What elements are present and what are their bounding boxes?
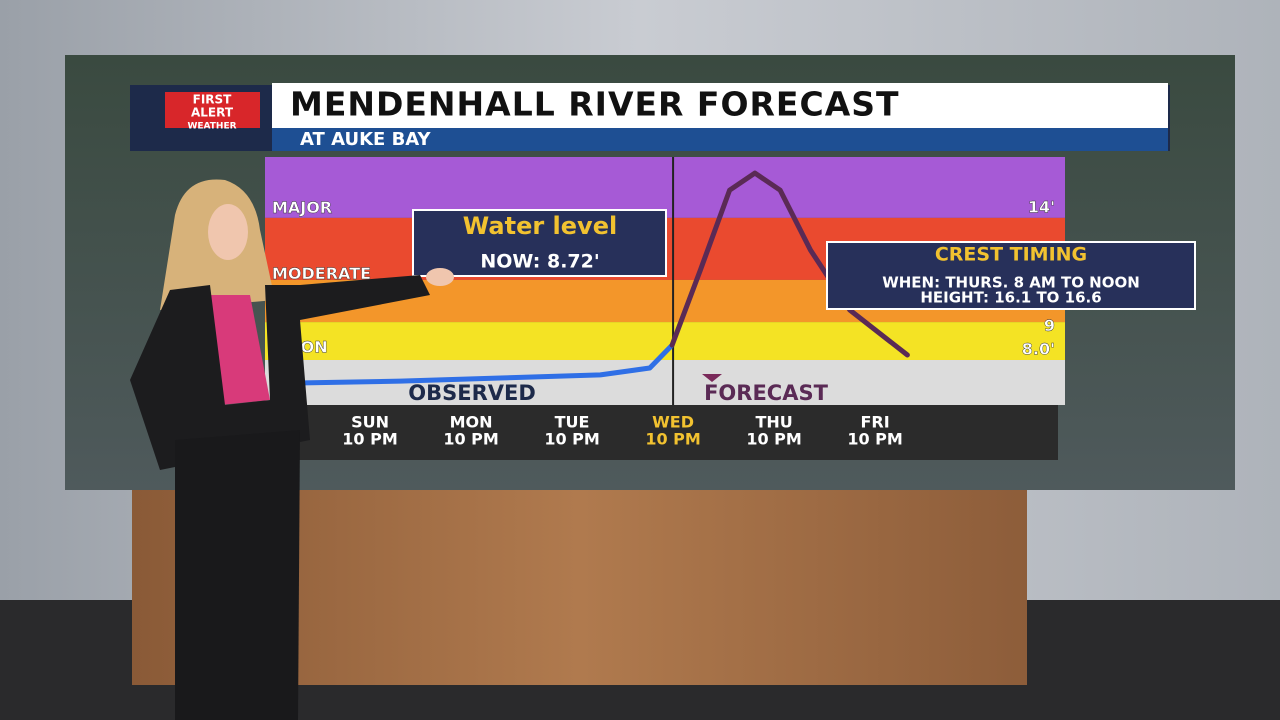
y-tick-label: 9 [1044,316,1055,335]
subtitle-bar [272,128,1168,151]
x-axis-band [265,405,1058,460]
title-bar [272,83,1168,128]
y-tick-label: 14' [1028,197,1055,216]
crest-box [826,241,1196,310]
subtitle: AT AUKE BAY [300,129,432,150]
water-level-now: NOW: 8.72' [480,251,599,273]
x-tick-time: 10 PM [443,430,498,449]
series-line [294,342,675,386]
x-tick-time: 10 PM [847,430,902,449]
series-label: OBSERVED [408,381,536,405]
x-tick-label: SUN [351,413,389,432]
x-tick-time: 10 PM [645,430,700,449]
x-tick-label: WED [652,413,694,432]
series-label: FORECAST [704,381,829,405]
stage-label: MODERATE [272,264,371,283]
stage-band [265,157,1065,218]
water-level-title: Water level [463,212,617,240]
x-tick-time: 10 PM [544,430,599,449]
y-tick-label: 8.0' [1022,339,1055,358]
crest-title: CREST TIMING [935,244,1087,266]
x-tick-label: TUE [555,413,590,432]
x-tick-label: FRI [860,413,889,432]
trousers [175,430,300,720]
crest-when: WHEN: THURS. 8 AM TO NOON [882,274,1140,292]
water-level-box [412,209,667,277]
stage-label: MAJOR [272,198,332,217]
hand [426,268,454,286]
chart: MAJORMODERATECTION14'98.0'OBSERVEDFORECA… [265,157,1196,449]
face [208,204,248,260]
forecast-marker [702,374,722,382]
blouse [210,295,270,405]
x-tick-time: 10 PM [342,430,397,449]
logo-box [165,92,260,128]
logo-text: WEATHER [187,122,236,132]
presenter [130,179,454,720]
x-tick-label: THU [755,413,792,432]
logo-text: ALERT [191,106,234,120]
x-tick-label: MON [450,413,493,432]
x-tick-time: 10 PM [746,430,801,449]
title: MENDENHALL RIVER FORECAST [290,85,900,124]
jacket [130,275,430,470]
crest-height: HEIGHT: 16.1 TO 16.6 [920,289,1101,307]
logo-text: FIRST [193,93,233,107]
